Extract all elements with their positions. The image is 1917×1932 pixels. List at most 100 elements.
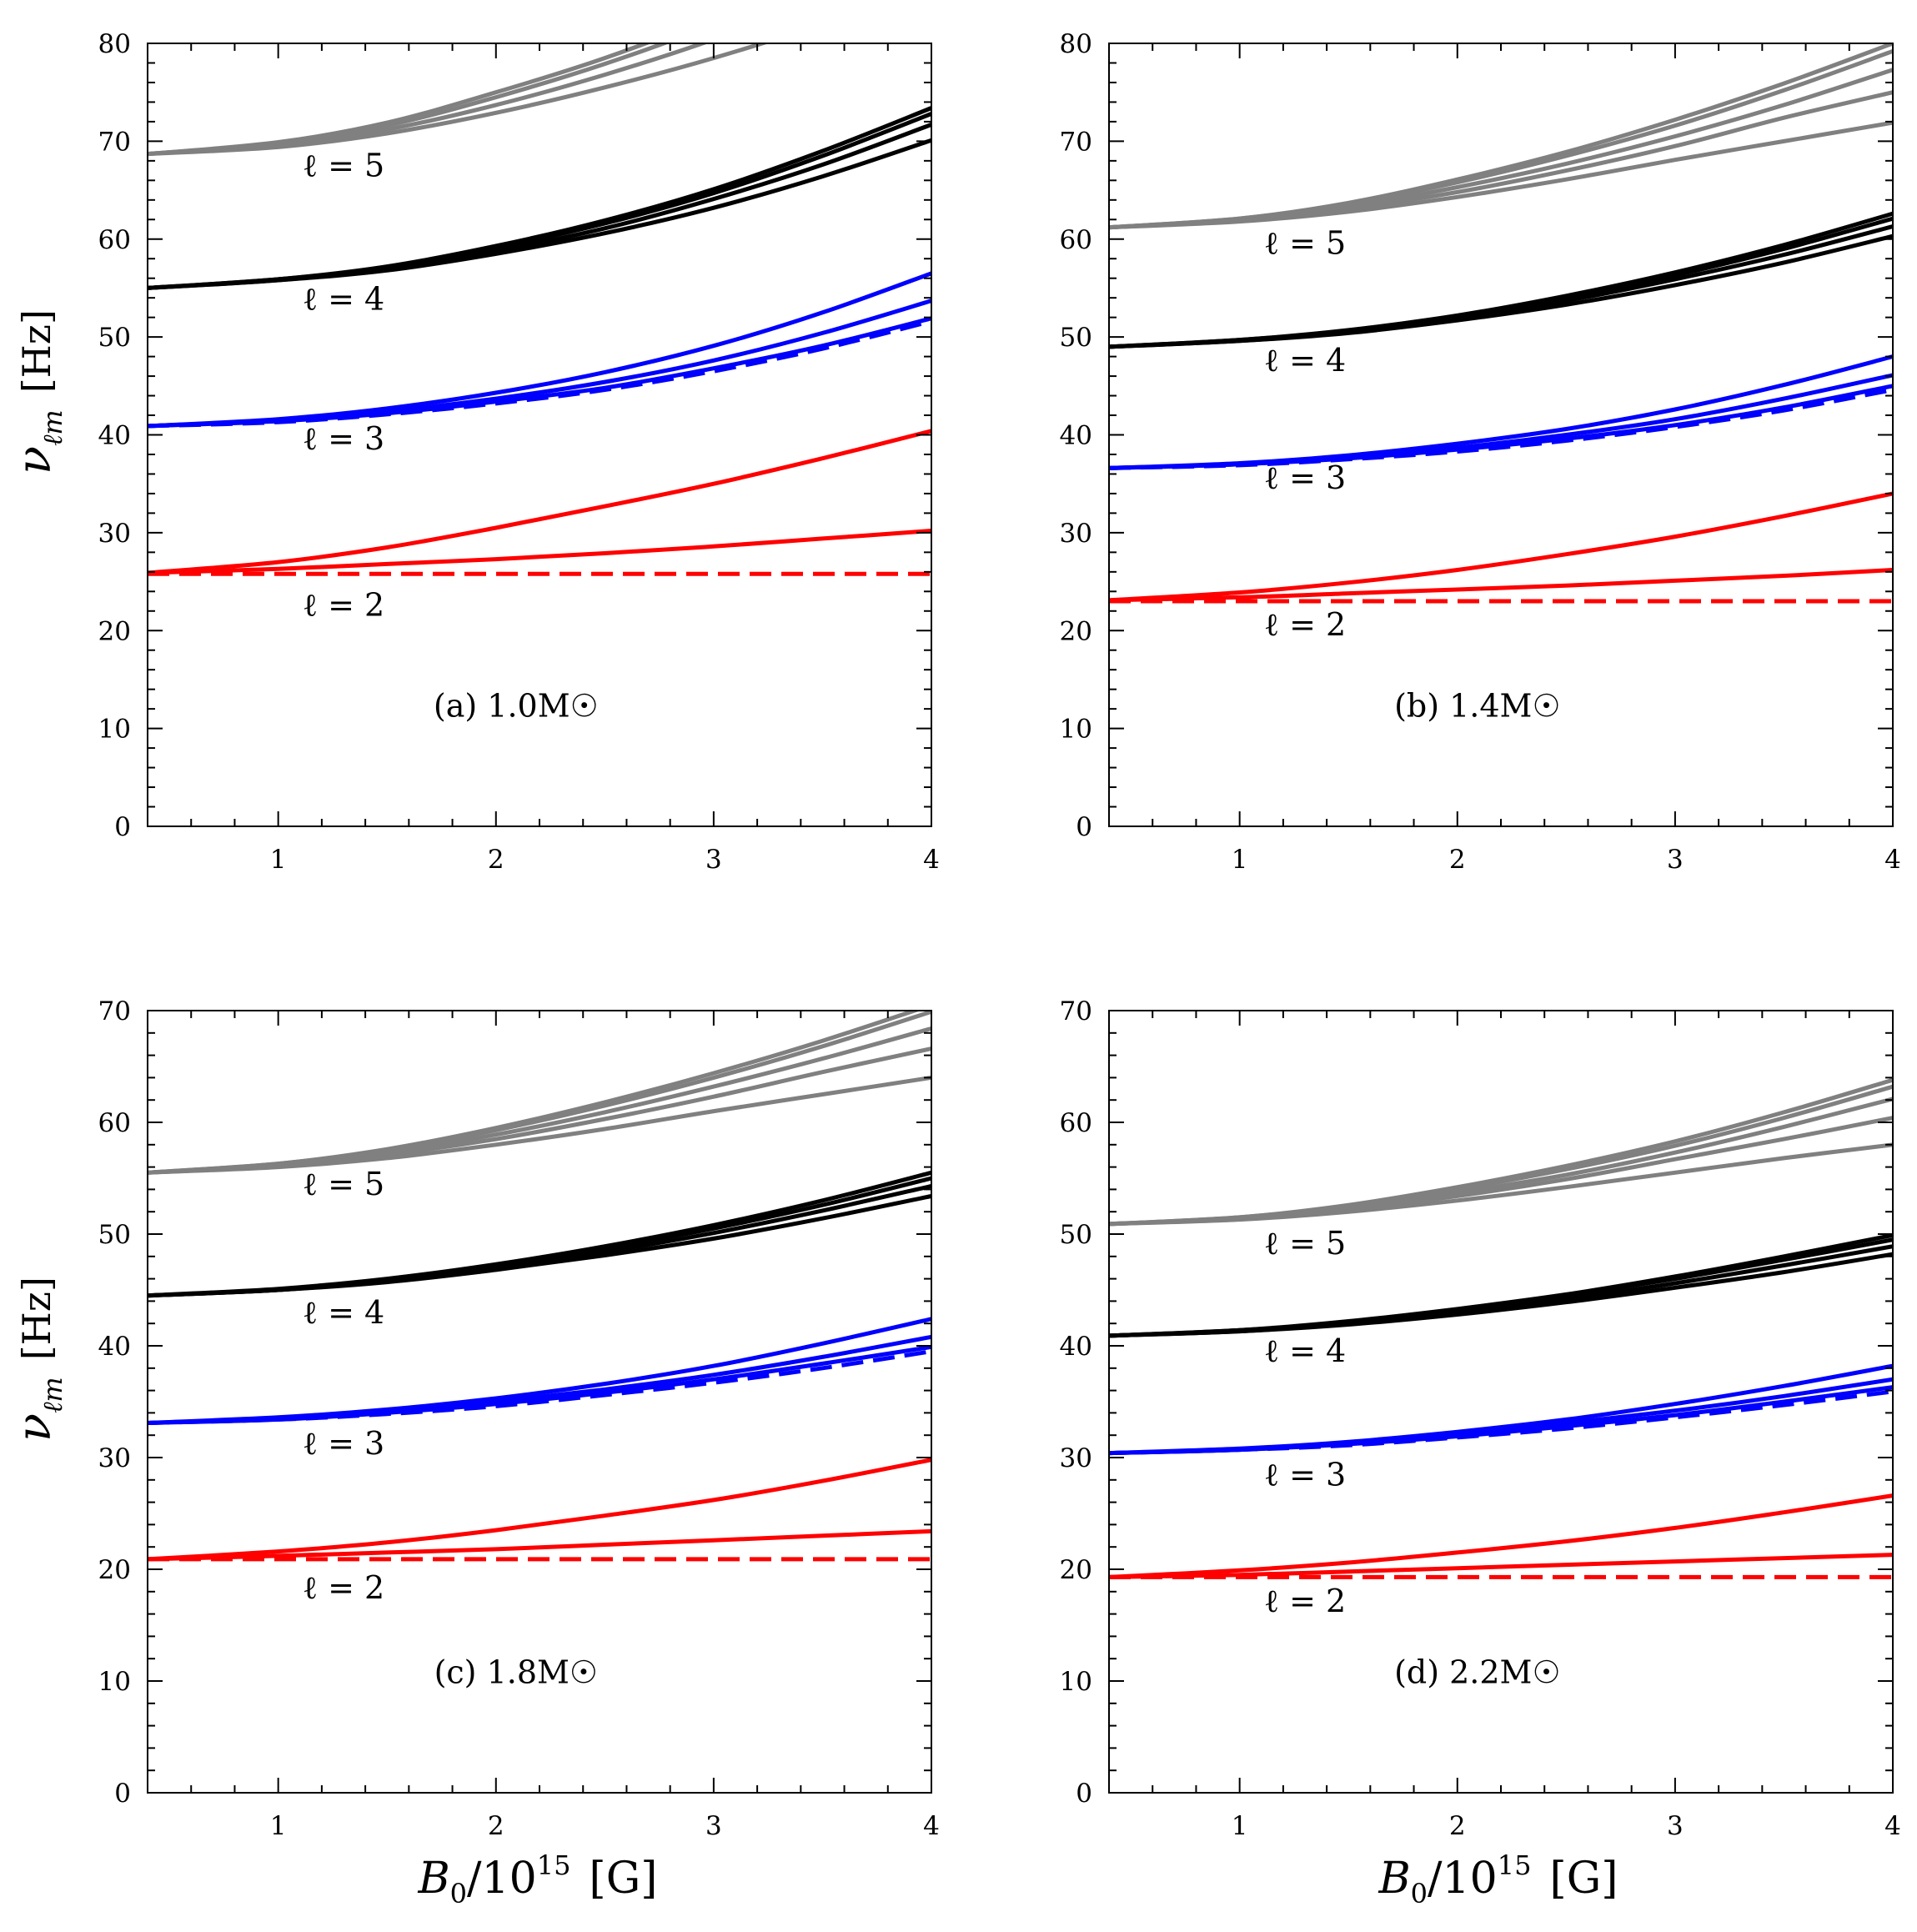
series-line [148,529,931,575]
y-tick-label: 0 [114,1779,131,1809]
y-tick-label: 70 [98,996,131,1026]
series-line [148,1011,931,1175]
series-line [1109,384,1893,470]
series-line [1109,1363,1893,1456]
x-tick-label: 4 [923,845,940,875]
x-tick-label: 3 [1667,845,1684,875]
series-line [148,1046,931,1175]
y-tick-label: 10 [98,715,131,745]
y-tick-label: 40 [98,421,131,451]
y-tick-label: 0 [1076,812,1092,842]
y-tick-label: 60 [98,225,131,255]
series-line [148,112,931,290]
y-tick-label: 60 [98,1108,131,1138]
series-group [1109,1077,1893,1579]
x-tick-label: 4 [923,1811,940,1841]
series-line [148,106,931,290]
l-annotation: ℓ = 2 [1264,606,1346,643]
series-line [1109,1116,1893,1227]
series-line [148,1193,931,1298]
l-annotation: ℓ = 3 [1264,459,1346,496]
l-annotation: ℓ = 5 [1264,1225,1346,1262]
ylabel-symbol: ν [8,446,62,474]
y-tick-label: 40 [1060,1332,1092,1362]
l-annotation: ℓ = 5 [303,1166,384,1202]
y-tick-label: 80 [1060,29,1092,59]
l-annotation: ℓ = 4 [1264,1332,1346,1369]
y-tick-label: 10 [1060,715,1092,745]
series-line [148,43,652,157]
ylabel-subscript: ℓm [37,409,68,446]
l-annotation: ℓ = 5 [1264,224,1346,261]
y-tick-label: 10 [1060,1667,1092,1697]
series-line [1109,49,1893,230]
series-line [1109,491,1893,603]
x-axis-label-right: B0/1015 [G] [1378,1849,1618,1909]
series-line [1109,1389,1893,1456]
y-tick-label: 60 [1060,225,1092,255]
y-tick-label: 50 [98,1220,131,1250]
series-line [1109,211,1893,349]
panel-label: (a) 1.0M☉ [434,688,599,725]
series-line [1109,1252,1893,1338]
panel-label: (c) 1.8M☉ [434,1654,598,1691]
series-line [1109,1084,1893,1227]
l-annotation: ℓ = 4 [303,280,384,317]
panel-c: 0 10 20 30 40 50 60 70 1 2 3 4 ℓ = 2 ℓ = 3 ℓ = 4 ℓ = 5 (… [98,996,940,1841]
l-annotation: ℓ = 4 [1264,342,1346,379]
series-line [1109,1493,1893,1579]
series-group [1109,43,1893,604]
x-tick-label: 2 [488,845,504,875]
y-axis-label-top: νℓm [Hz] [8,309,68,474]
y-tick-label: 80 [98,29,131,59]
series-group [148,43,931,576]
x-tick-label: 1 [270,1811,287,1841]
series-line [1109,388,1893,470]
x-tick-label: 1 [1232,845,1248,875]
series-line [1109,224,1893,349]
y-tick-label: 20 [1060,616,1092,646]
y-tick-label: 0 [114,812,131,842]
series-line [148,1334,931,1425]
y-tick-label: 70 [1060,996,1092,1026]
series-line [1109,90,1893,230]
ylabel-unit: [Hz] [14,1277,59,1360]
series-line [148,1349,931,1425]
x-tick-label: 3 [705,845,722,875]
y-tick-label: 0 [1076,1779,1092,1809]
panel-label: (b) 1.4M☉ [1394,688,1560,725]
ylabel-symbol: ν [8,1413,62,1442]
series-line [1109,1553,1893,1579]
svg-text:νℓm[Hz]: νℓm [Hz] [8,309,68,474]
y-axis-label-bottom: νℓm [Hz] [8,1277,68,1442]
series-line [148,299,931,429]
series-line [148,429,931,575]
y-tick-label: 60 [1060,1108,1092,1138]
ylabel-unit: [Hz] [14,309,59,393]
y-tick-label: 20 [98,1555,131,1585]
y-tick-label: 10 [98,1667,131,1697]
x-tick-label: 3 [1667,1811,1684,1841]
series-line [148,1170,931,1298]
series-line [148,43,710,157]
series-line [1109,568,1893,603]
y-tick-label: 40 [1060,421,1092,451]
ylabel-subscript: ℓm [37,1377,68,1413]
y-tick-label: 20 [98,616,131,646]
series-line [148,1458,931,1562]
l-annotation: ℓ = 3 [303,420,384,457]
x-tick-label: 2 [1449,845,1466,875]
l-annotation: ℓ = 3 [303,1425,384,1462]
x-axis-label-left: B0/1015 [G] [417,1849,657,1909]
series-line [148,1528,931,1562]
series-line [148,1011,921,1175]
x-tick-label: 3 [705,1811,722,1841]
y-tick-label: 30 [98,519,131,549]
x-tick-label: 4 [1884,1811,1901,1841]
series-line [1109,1142,1893,1227]
series-line [148,1176,931,1298]
y-tick-label: 20 [1060,1555,1092,1585]
series-line [1109,1077,1893,1227]
panel-a: 0 10 20 30 40 50 60 70 80 1 2 3 4 ℓ = 2 ℓ = 3 ℓ = 4 ℓ = … [98,29,940,875]
